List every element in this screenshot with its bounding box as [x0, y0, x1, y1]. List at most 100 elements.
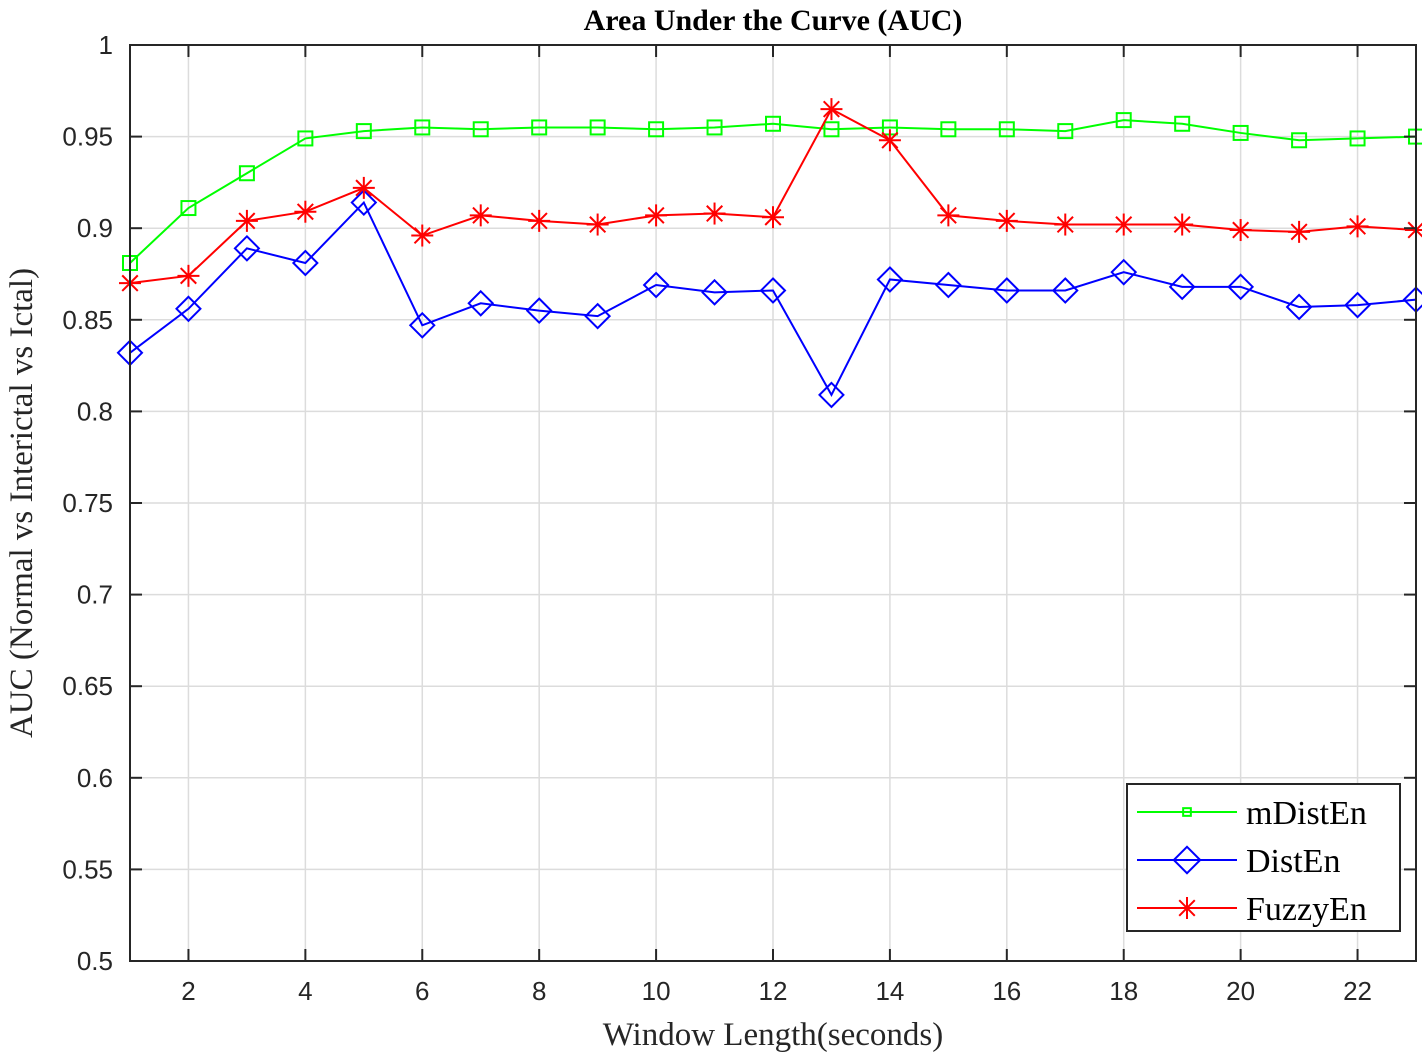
square-marker-icon	[823, 121, 840, 138]
x-tick-label: 18	[1109, 976, 1138, 1006]
square-marker-icon	[297, 130, 314, 147]
asterisk-marker-icon	[411, 224, 434, 247]
asterisk-marker-icon	[1229, 219, 1252, 242]
diamond-marker-icon	[1051, 277, 1079, 304]
y-tick-label: 0.65	[62, 671, 113, 701]
y-tick-label: 1	[99, 30, 113, 60]
square-marker-icon	[531, 119, 548, 136]
square-marker-icon	[648, 121, 665, 138]
legend-label: DistEn	[1246, 843, 1340, 880]
diamond-marker-icon	[876, 266, 904, 293]
y-tick-label: 0.95	[62, 122, 113, 152]
diamond-marker-icon	[1110, 258, 1138, 286]
asterisk-marker-icon	[1171, 213, 1194, 236]
square-marker-icon	[1174, 115, 1191, 132]
square-marker-icon	[765, 115, 781, 132]
diamond-marker-icon	[291, 249, 319, 277]
x-tick-label: 4	[298, 976, 312, 1006]
series-FuzzyEn	[119, 98, 1422, 295]
legend: mDistEn DistEn FuzzyEn	[1126, 783, 1401, 932]
asterisk-marker-icon	[177, 264, 200, 287]
x-tick-label: 6	[415, 976, 429, 1006]
diamond-marker-icon	[233, 234, 261, 262]
asterisk-marker-icon	[1405, 219, 1422, 242]
diamond-marker-icon	[701, 278, 728, 306]
square-marker-icon	[414, 119, 431, 136]
asterisk-marker-icon	[1054, 213, 1077, 236]
asterisk-marker-icon	[645, 204, 668, 227]
x-tick-label: 20	[1226, 976, 1255, 1006]
square-marker-icon	[355, 123, 372, 140]
asterisk-marker-icon	[937, 204, 960, 227]
y-tick-label: 0.7	[77, 580, 113, 610]
x-tick-label: 12	[759, 976, 788, 1006]
diamond-marker-icon	[1285, 293, 1313, 321]
diamond-marker-icon	[993, 277, 1021, 304]
asterisk-marker-icon	[703, 202, 726, 225]
diamond-marker-icon	[525, 297, 553, 325]
square-marker-icon	[180, 200, 197, 217]
square-marker-icon	[589, 119, 606, 136]
legend-item-DistEn: DistEn	[1137, 843, 1340, 880]
chart-title: Area Under the Curve (AUC)	[584, 4, 963, 37]
axis-ticks: 2 4 6 8 10 12 14 16 18 20 22 0.5 0.55 0.6 0.65 0.7 0.75 0…	[62, 30, 1416, 1006]
y-tick-label: 0.9	[77, 213, 113, 243]
y-tick-label: 0.8	[77, 396, 113, 426]
series-line	[129, 200, 1417, 398]
diamond-marker-icon	[408, 311, 436, 339]
square-marker-icon	[472, 121, 489, 138]
asterisk-marker-icon	[762, 206, 784, 229]
asterisk-marker-icon	[995, 209, 1018, 232]
asterisk-marker-icon	[1346, 215, 1369, 238]
asterisk-marker-icon	[1112, 213, 1135, 236]
square-marker-icon	[1232, 124, 1249, 141]
diamond-marker-icon	[1168, 273, 1196, 301]
legend-label: FuzzyEn	[1246, 891, 1367, 928]
x-tick-label: 16	[992, 976, 1021, 1006]
x-tick-label: 22	[1343, 976, 1372, 1006]
diamond-marker-icon	[584, 302, 612, 330]
x-tick-label: 10	[642, 976, 671, 1006]
square-marker-icon	[706, 119, 723, 136]
diamond-marker-icon	[818, 381, 845, 409]
legend-item-FuzzyEn: FuzzyEn	[1137, 891, 1367, 928]
square-marker-icon	[998, 121, 1015, 138]
asterisk-marker-icon	[235, 209, 258, 232]
asterisk-marker-icon	[820, 98, 843, 121]
square-marker-icon	[238, 165, 255, 182]
y-tick-label: 0.6	[77, 763, 113, 793]
legend-item-mDistEn: mDistEn	[1137, 795, 1367, 832]
series-line	[129, 119, 1417, 264]
asterisk-marker-icon	[1288, 220, 1311, 243]
diamond-marker-icon	[350, 189, 378, 216]
y-tick-label: 0.5	[77, 946, 113, 976]
asterisk-marker-icon	[1176, 897, 1198, 919]
series-mDistEn	[122, 112, 1422, 272]
data-series	[116, 98, 1422, 409]
legend-label: mDistEn	[1246, 795, 1367, 832]
diamond-marker-icon	[1172, 845, 1202, 875]
square-marker-icon	[1291, 132, 1308, 149]
y-tick-label: 0.85	[62, 305, 113, 335]
square-marker-icon	[1349, 130, 1366, 147]
diamond-marker-icon	[175, 295, 202, 323]
square-marker-icon	[1182, 807, 1192, 817]
x-tick-label: 2	[181, 976, 195, 1006]
asterisk-marker-icon	[586, 213, 609, 236]
asterisk-marker-icon	[878, 129, 901, 152]
diamond-marker-icon	[934, 271, 962, 299]
asterisk-marker-icon	[294, 200, 317, 223]
diamond-marker-icon	[467, 289, 495, 317]
y-tick-label: 0.55	[62, 854, 113, 884]
asterisk-marker-icon	[352, 176, 375, 199]
diamond-marker-icon	[642, 271, 670, 299]
square-marker-icon	[1057, 123, 1074, 140]
diamond-marker-icon	[1227, 273, 1255, 301]
square-marker-icon	[940, 121, 957, 138]
diamond-marker-icon	[759, 277, 787, 304]
x-tick-label: 8	[532, 976, 546, 1006]
diamond-marker-icon	[1344, 291, 1371, 319]
legend-box	[1126, 783, 1401, 932]
y-tick-label: 0.75	[62, 488, 113, 518]
